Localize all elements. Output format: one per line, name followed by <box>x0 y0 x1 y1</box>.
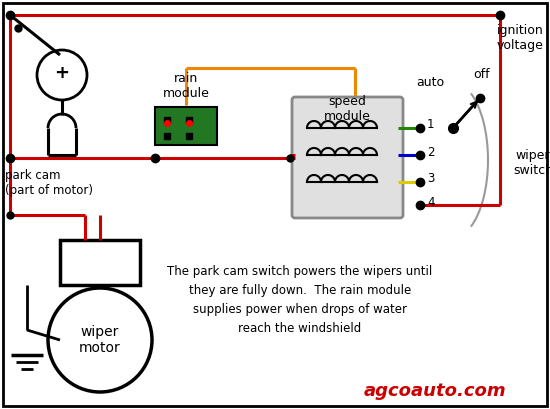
Text: off: off <box>474 68 490 81</box>
Text: wiper
motor: wiper motor <box>79 325 121 355</box>
Bar <box>60 240 140 285</box>
Text: 1: 1 <box>427 119 434 132</box>
Text: speed
module: speed module <box>323 95 371 123</box>
Text: +: + <box>54 64 69 82</box>
Text: 4: 4 <box>427 196 434 209</box>
Bar <box>155 107 217 145</box>
Text: park cam
(part of motor): park cam (part of motor) <box>5 169 93 197</box>
Text: agcoauto.com: agcoauto.com <box>364 382 507 400</box>
Text: ignition
voltage: ignition voltage <box>497 24 543 52</box>
Text: rain
module: rain module <box>163 72 210 100</box>
Text: 3: 3 <box>427 173 434 186</box>
Text: wiper
switch: wiper switch <box>513 149 550 177</box>
Text: The park cam switch powers the wipers until
they are fully down.  The rain modul: The park cam switch powers the wipers un… <box>167 265 433 335</box>
Text: auto: auto <box>416 76 444 90</box>
FancyBboxPatch shape <box>292 97 403 218</box>
Circle shape <box>48 288 152 392</box>
Text: 2: 2 <box>427 146 434 159</box>
